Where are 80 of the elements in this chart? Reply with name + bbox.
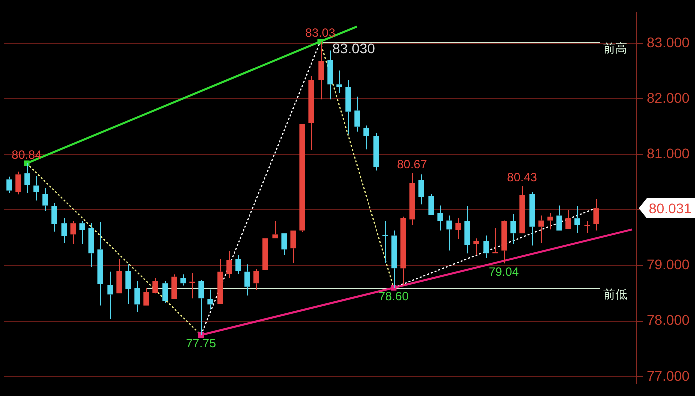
candlestick xyxy=(336,70,342,94)
candlestick xyxy=(318,41,324,100)
candlestick xyxy=(62,218,68,244)
candlestick xyxy=(418,174,424,206)
candlestick xyxy=(80,220,86,245)
candlestick xyxy=(308,76,314,151)
candlestick xyxy=(272,220,278,239)
candlestick xyxy=(218,258,224,304)
y-tick-label: 81.000 xyxy=(647,146,690,162)
candlestick xyxy=(126,264,132,305)
candlestick xyxy=(464,206,470,254)
candlestick xyxy=(346,80,352,136)
candlestick xyxy=(584,220,590,234)
candlestick xyxy=(392,230,398,289)
text: 80.031 xyxy=(649,200,692,216)
text: 80.67 xyxy=(397,157,428,172)
candlestick xyxy=(88,223,94,268)
candlestick xyxy=(594,198,600,232)
y-tick-label: 83.000 xyxy=(647,34,690,50)
y-tick-label: 78.000 xyxy=(647,312,690,328)
y-tick-label: 82.000 xyxy=(647,90,690,106)
candlestick xyxy=(42,188,48,212)
candlestick xyxy=(548,212,554,230)
candlestick xyxy=(492,228,498,254)
annotation: 83.030 xyxy=(332,40,376,57)
candlestick xyxy=(116,258,122,294)
candlestick xyxy=(244,264,250,296)
text: 78.60 xyxy=(378,289,409,304)
candlestick xyxy=(108,271,114,320)
point xyxy=(391,285,397,291)
candlestick xyxy=(484,235,490,259)
candlestick xyxy=(6,176,12,194)
candlestick xyxy=(16,171,22,196)
candlestick xyxy=(410,172,416,226)
candlestick xyxy=(566,210,572,230)
candlestick xyxy=(134,280,140,313)
candlestick xyxy=(254,268,260,291)
candlestick xyxy=(556,205,562,231)
candlestick xyxy=(438,205,444,232)
text: 79.04 xyxy=(488,264,519,279)
candlestick xyxy=(382,220,388,264)
candlestick xyxy=(236,254,242,275)
candlestick xyxy=(364,125,370,150)
point xyxy=(24,160,30,166)
candlestick xyxy=(538,215,544,244)
candlestick xyxy=(290,230,296,264)
text: 80.43 xyxy=(507,170,538,185)
candlestick xyxy=(226,250,232,279)
y-tick-label: 77.000 xyxy=(647,368,690,384)
ref-line-label: 前高 xyxy=(603,42,628,56)
candlestick xyxy=(180,274,186,286)
candlestick xyxy=(328,50,334,100)
candlestick xyxy=(400,216,406,287)
candlestick xyxy=(70,220,76,245)
text: 80.84 xyxy=(12,148,42,162)
candlestick xyxy=(152,278,158,294)
text: 77.75 xyxy=(186,336,216,351)
candlestick xyxy=(530,192,536,246)
candlestick xyxy=(456,218,462,240)
y-tick-label: 79.000 xyxy=(647,256,690,273)
candlestick xyxy=(574,206,580,234)
candlestick xyxy=(446,215,452,252)
candlestick xyxy=(502,221,508,264)
candlestick xyxy=(354,96,360,132)
candlestick xyxy=(374,133,380,172)
candlestick xyxy=(282,234,288,256)
candlestick xyxy=(172,274,178,300)
candlestick xyxy=(98,222,104,306)
candlestick xyxy=(34,176,40,202)
candlestick xyxy=(144,288,150,306)
point xyxy=(318,39,324,45)
candlestick xyxy=(52,202,58,232)
candlestick xyxy=(428,194,434,216)
ref-line-label: 前低 xyxy=(603,288,628,302)
candlestick xyxy=(520,186,526,234)
candlestick xyxy=(474,238,480,256)
candlestick xyxy=(190,272,196,300)
candlestick xyxy=(208,289,214,310)
text: 83.03 xyxy=(305,26,336,40)
candlestick xyxy=(510,214,516,245)
